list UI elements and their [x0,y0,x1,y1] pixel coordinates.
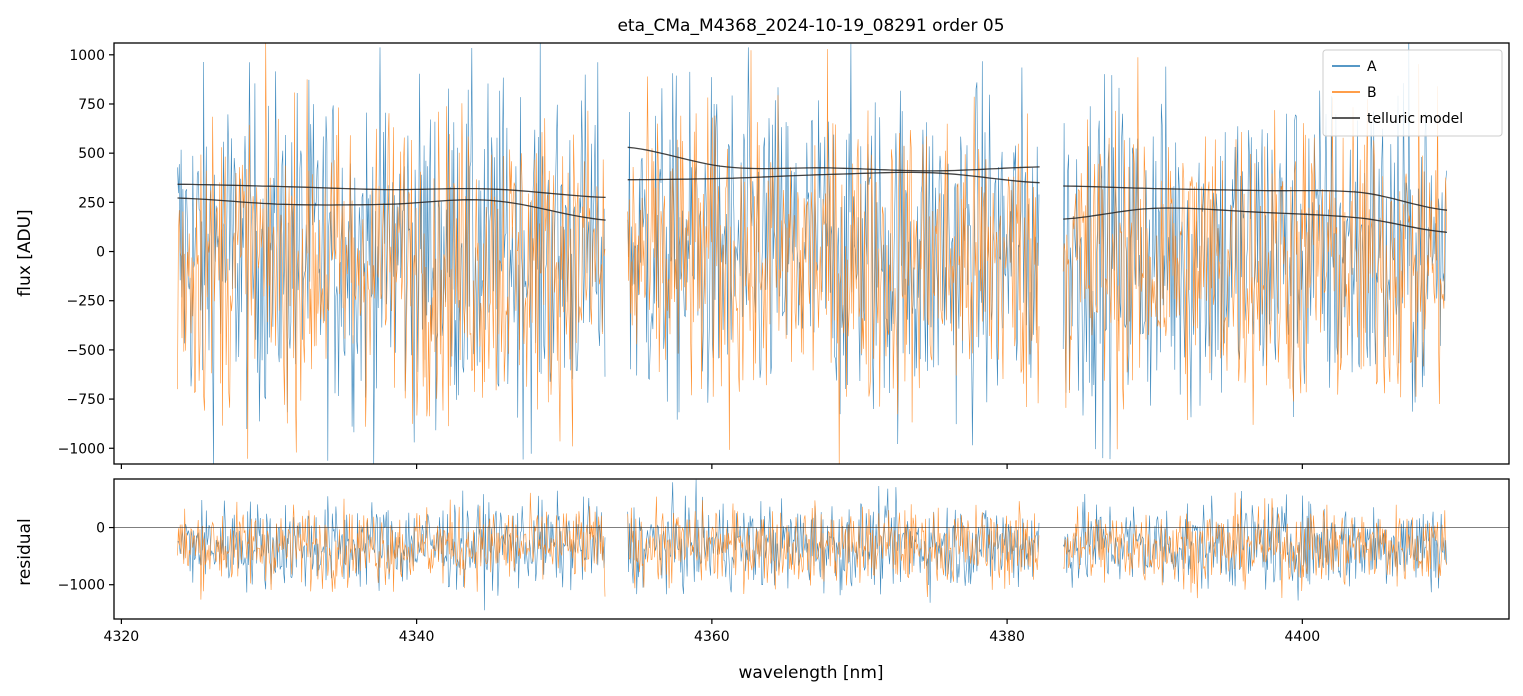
residual-y-axis-label: residual [15,518,35,585]
residual-ytick-label: 0 [96,521,105,537]
main-ytick-label: −500 [67,343,105,359]
main-series-b-seg1 [627,49,1040,464]
x-axis-label: wavelength [nm] [738,663,883,683]
residual-xtick-label: 4340 [399,629,435,645]
telluric-model-curve-5 [1063,207,1448,233]
main-series-b-seg2 [1062,57,1447,450]
residual-series-a-seg2 [1062,490,1447,601]
telluric-model-curve-2 [627,146,1040,172]
residual-x-ticks: 4320 4340 4360 4380 4400 [104,619,1321,645]
main-panel: −1000 −750 −500 −250 0 250 500 750 1000 flux [AD… [15,42,1510,469]
legend-box [1322,49,1503,137]
main-y-axis-label: flux [ADU] [15,209,35,296]
residual-panel: −1000 0 4320 4340 4360 4380 4400 residual wav… [15,478,1510,683]
legend: A B telluric model [1322,49,1503,137]
residual-xtick-label: 4360 [694,629,730,645]
main-plot-area [177,43,1448,464]
residual-series-b-seg2 [1063,492,1447,599]
residual-plot-area [114,479,1509,611]
main-ytick-label: 0 [96,245,105,261]
main-ytick-label: −250 [67,294,105,310]
telluric-model-curve-3 [627,171,1040,184]
residual-ytick-label: −1000 [58,578,105,594]
legend-label-b: B [1367,85,1377,101]
legend-label-model: telluric model [1367,111,1463,127]
residual-xtick-label: 4320 [104,629,140,645]
telluric-model-curve-0 [177,183,606,199]
main-ytick-label: −750 [67,392,105,408]
main-ytick-label: −1000 [58,441,105,457]
residual-series-b-seg1 [627,496,1040,598]
chart-title: eta_CMa_M4368_2024-10-19_08291 order 05 [617,16,1004,36]
main-ytick-label: 750 [78,97,105,113]
main-ytick-label: 250 [78,195,105,211]
main-axes-frame [113,42,1510,465]
legend-label-a: A [1367,59,1377,75]
main-ytick-label: 500 [78,146,105,162]
telluric-model-curve-1 [177,197,606,221]
telluric-model-curve-4 [1063,185,1448,211]
residual-xtick-label: 4400 [1285,629,1321,645]
main-x-ticks [120,464,1303,469]
residual-axes-frame [113,478,1510,620]
main-ytick-label: 1000 [69,48,105,64]
main-series-a-seg1 [627,43,1040,446]
main-y-ticks: −1000 −750 −500 −250 0 250 500 750 1000 [58,48,114,457]
residual-series-b-seg0 [177,492,606,600]
residual-xtick-label: 4380 [989,629,1025,645]
residual-y-ticks: −1000 0 [58,521,114,594]
